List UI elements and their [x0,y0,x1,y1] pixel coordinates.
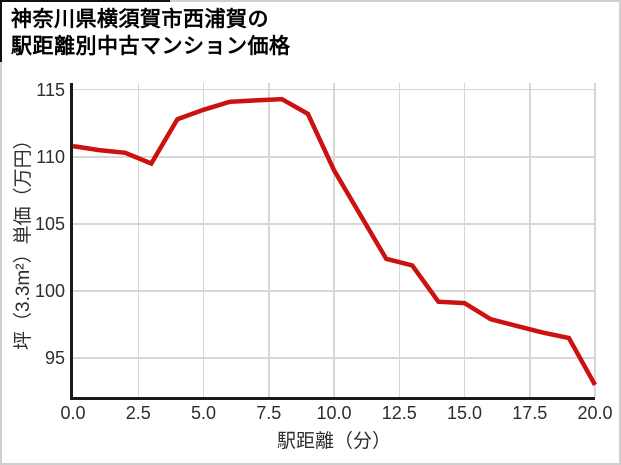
gridline-y-100 [73,290,595,292]
gridline-x-7.5 [268,83,270,397]
x-tick-label-7.5: 7.5 [256,403,282,423]
y-tick-label-110: 110 [36,146,65,167]
gridline-y-105 [73,223,595,225]
y-tick-label-95: 95 [44,348,65,369]
gridline-x-10.0 [333,83,335,397]
gridline-y-115 [73,88,595,91]
window-edge-left [0,0,2,62]
gridline-x-2.5 [137,83,139,397]
x-tick-label-20.0: 20.0 [577,403,613,423]
plot-area [70,83,597,400]
y-tick-label-115: 115 [36,79,65,100]
x-tick-label-2.5: 2.5 [125,403,151,423]
x-tick-label-17.5: 17.5 [512,403,548,423]
y-tick-label-100: 100 [34,280,65,301]
x-tick-label-15.0: 15.0 [446,403,483,423]
y-tick-label-105: 105 [34,213,65,234]
gridline-x-15.0 [463,83,466,397]
chart-title-line-1: 神奈川県横須賀市西浦賀の [11,8,269,31]
x-tick-label-5.0: 5.0 [190,403,217,423]
gridline-x-5.0 [202,83,205,397]
chart-title: 神奈川県横須賀市西浦賀の 駅距離別中古マンション価格 [11,6,291,60]
gridline-y-110 [73,156,595,158]
price-line [72,96,597,386]
chart-title-line-2: 駅距離別中古マンション価格 [11,35,291,58]
gridline-x-20.0 [594,83,596,397]
gridline-x-12.5 [398,83,400,397]
window-edge-top [0,0,170,2]
x-tick-label-10.0: 10.0 [316,403,352,423]
x-axis-label: 駅距離（分） [276,431,391,452]
y-axis-label: 坪（3.3m²）単価（万円） [13,130,34,350]
price-line-svg [72,96,597,386]
gridline-x-17.5 [529,83,531,397]
gridline-y-95 [73,357,595,359]
x-tick-label-0.0: 0.0 [60,403,86,423]
x-tick-label-12.5: 12.5 [381,403,417,423]
